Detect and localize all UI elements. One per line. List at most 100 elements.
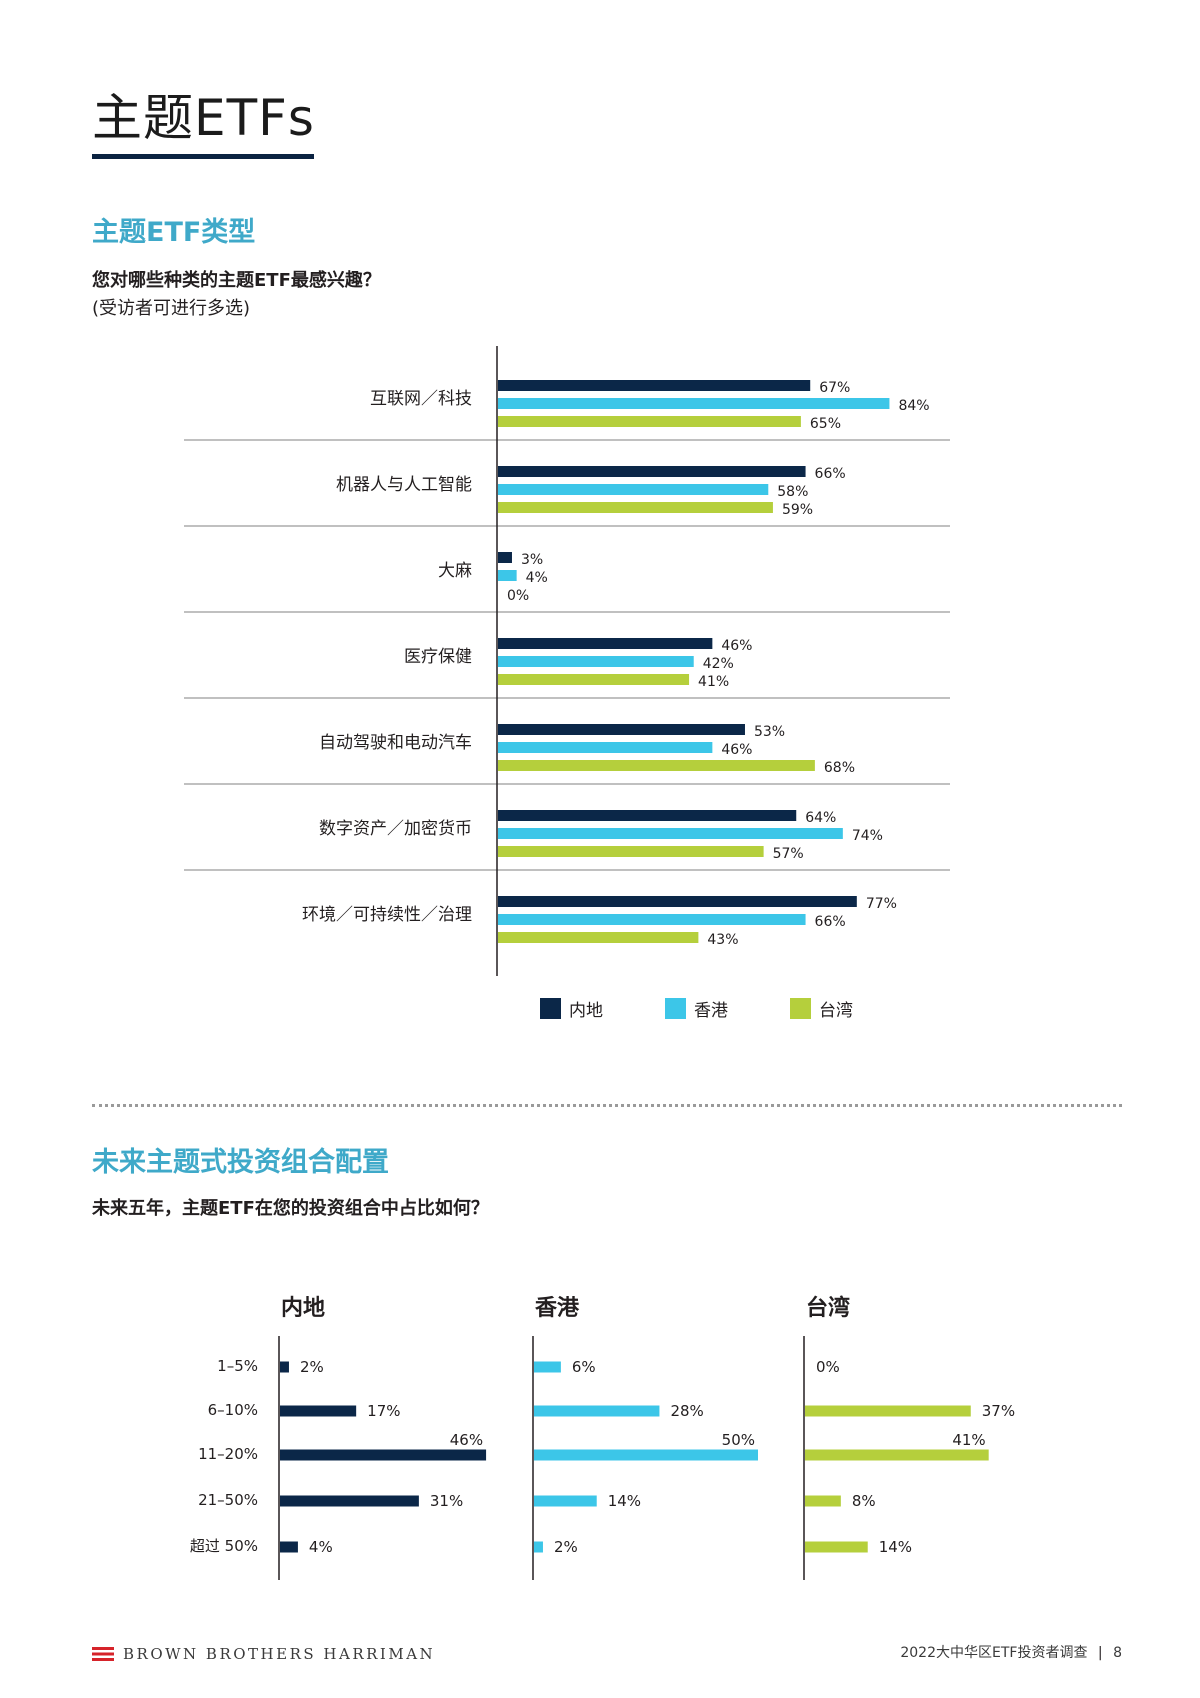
value-label: 3%: [521, 552, 543, 568]
chart-legend: 内地 香港 台湾: [540, 996, 853, 1021]
allocation-bar: [280, 1405, 357, 1417]
allocation-value-label: 14%: [608, 1492, 641, 1510]
allocation-bar: [805, 1405, 971, 1417]
bar-1: [498, 828, 843, 839]
section-heading-allocation: 未来主题式投资组合配置: [92, 1147, 389, 1178]
category-label: 数字资产／加密货币: [319, 819, 472, 839]
section-heading-etf-types: 主题ETF类型: [92, 217, 256, 248]
allocation-value-label: 31%: [430, 1492, 463, 1510]
report-title: 2022大中华区ETF投资者调查: [900, 1645, 1088, 1661]
allocation-bar: [280, 1449, 487, 1461]
value-label: 68%: [824, 760, 855, 776]
chart-bars: [498, 380, 890, 943]
footer-logo: BROWN BROTHERS HARRIMAN: [92, 1645, 435, 1663]
legend-item-taiwan: 台湾: [790, 996, 853, 1021]
etf-types-chart: 互联网／科技 67% 84% 65% 机器人与人工智能 66% 58% 59% 大麻 3% 4% 0%…: [184, 346, 950, 976]
bar-2: [498, 416, 801, 427]
section-divider: [92, 1104, 1122, 1107]
allocation-bar: [805, 1449, 989, 1461]
allocation-value-label: 50%: [722, 1431, 755, 1449]
title-underline: [92, 154, 314, 159]
small-chart-title: 台湾: [806, 1295, 850, 1321]
chart-labels: 互联网／科技 67% 84% 65% 机器人与人工智能 66% 58% 59% 大麻 3% 4% 0%…: [302, 380, 930, 948]
legend-swatch: [540, 998, 561, 1019]
survey-note: (受访者可进行多选): [92, 298, 251, 319]
bar-1: [498, 914, 806, 925]
brand-name: BROWN BROTHERS HARRIMAN: [123, 1645, 436, 1663]
value-label: 77%: [866, 896, 897, 912]
value-label: 0%: [507, 588, 529, 604]
legend-item-hongkong: 香港: [665, 996, 728, 1021]
footer-report-info: 2022大中华区ETF投资者调查 | 8: [900, 1642, 1122, 1662]
allocation-value-label: 46%: [450, 1431, 483, 1449]
value-label: 46%: [721, 742, 752, 758]
allocation-band-label: 超过 50%: [190, 1537, 258, 1555]
bar-0: [498, 896, 857, 907]
allocation-value-label: 4%: [309, 1538, 333, 1556]
category-separators: [184, 439, 950, 871]
value-label: 53%: [754, 724, 785, 740]
allocation-value-label: 8%: [852, 1492, 876, 1510]
bbh-logo-icon: [92, 1647, 114, 1661]
bar-1: [498, 742, 713, 753]
footer-separator: |: [1097, 1645, 1103, 1661]
page-number: 8: [1113, 1645, 1122, 1661]
allocation-bar: [534, 1405, 660, 1417]
allocation-bar: [534, 1541, 543, 1553]
allocation-value-label: 14%: [879, 1538, 912, 1556]
legend-label: 内地: [569, 1001, 603, 1021]
small-chart-title: 内地: [281, 1296, 325, 1321]
value-label: 58%: [777, 484, 808, 500]
value-label: 64%: [805, 810, 836, 826]
bar-0: [498, 638, 713, 649]
allocation-value-label: 0%: [816, 1358, 840, 1376]
allocation-value-label: 2%: [554, 1538, 578, 1556]
value-label: 57%: [773, 846, 804, 862]
allocation-bar: [280, 1541, 298, 1553]
bar-0: [498, 810, 797, 821]
allocation-bar: [280, 1361, 289, 1373]
category-label: 机器人与人工智能: [336, 475, 472, 495]
survey-question-2: 未来五年，主题ETF在您的投资组合中占比如何？: [92, 1198, 489, 1219]
allocation-band-label: 6–10%: [208, 1401, 258, 1419]
value-label: 67%: [819, 380, 850, 396]
value-label: 66%: [815, 466, 846, 482]
bar-0: [498, 380, 811, 391]
value-label: 65%: [810, 416, 841, 432]
category-label: 互联网／科技: [370, 389, 472, 409]
survey-question-1: 您对哪些种类的主题ETF最感兴趣？: [92, 270, 381, 291]
value-label: 42%: [703, 656, 734, 672]
bar-2: [498, 674, 690, 685]
value-label: 4%: [526, 570, 548, 586]
category-label: 自动驾驶和电动汽车: [319, 733, 472, 753]
allocation-charts: 内地 1–5% 2% 6–10% 17% 11–20% 46% 21–50% 31% 超过 50%…: [190, 1295, 1015, 1580]
legend-swatch: [665, 998, 686, 1019]
allocation-value-label: 37%: [982, 1402, 1015, 1420]
allocation-value-label: 2%: [300, 1358, 324, 1376]
allocation-bar: [534, 1449, 758, 1461]
bar-0: [498, 466, 806, 477]
bar-1: [498, 484, 769, 495]
allocation-bar: [805, 1495, 841, 1507]
allocation-bar: [280, 1495, 419, 1507]
allocation-band-label: 11–20%: [198, 1445, 258, 1463]
value-label: 46%: [721, 638, 752, 654]
allocation-value-label: 17%: [367, 1402, 400, 1420]
legend-swatch: [790, 998, 811, 1019]
allocation-chart-group: 内地 1–5% 2% 6–10% 17% 11–20% 46% 21–50% 31% 超过 50%…: [190, 1295, 1015, 1580]
allocation-bar: [805, 1541, 868, 1553]
bar-2: [498, 846, 764, 857]
bar-1: [498, 398, 890, 409]
bar-2: [498, 932, 699, 943]
legend-label: 香港: [694, 1001, 728, 1021]
value-label: 59%: [782, 502, 813, 518]
bar-2: [498, 760, 815, 771]
value-label: 41%: [698, 674, 729, 690]
bar-0: [498, 552, 512, 563]
bar-1: [498, 570, 517, 581]
category-label: 环境／可持续性／治理: [302, 905, 472, 925]
allocation-bar: [534, 1361, 561, 1373]
category-label: 医疗保健: [404, 647, 472, 667]
allocation-value-label: 41%: [952, 1431, 985, 1449]
value-label: 74%: [852, 828, 883, 844]
